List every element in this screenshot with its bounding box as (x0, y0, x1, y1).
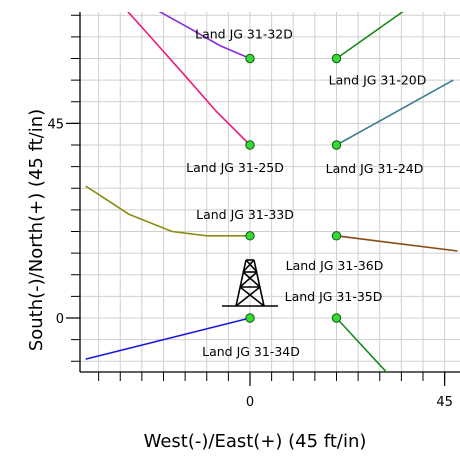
y-tick-label: 45 (47, 117, 64, 132)
well-label: Land JG 31-25D (186, 160, 284, 175)
x-tick-label: 45 (436, 395, 453, 410)
x-axis-title: West(-)/East(+) (45 ft/in) (144, 431, 367, 452)
x-tick-label: 0 (246, 395, 254, 410)
y-axis-title: South(-)/North(+) (45 ft/in) (26, 109, 47, 351)
well-label: Land JG 31-20D (329, 73, 427, 88)
rig-strut (245, 259, 258, 273)
well-trajectory (336, 79, 454, 146)
well-label: Land JG 31-33D (196, 207, 294, 222)
well-label: Land JG 31-35D (285, 289, 383, 304)
well-trajectory (335, 317, 388, 372)
well-labels: Land JG 31-32D Land JG 31-25D Land JG 31-3… (186, 27, 426, 360)
rig-strut (242, 259, 255, 273)
y-tick-label: 0 (56, 312, 64, 327)
well-surface-point (331, 231, 342, 241)
well-surface-point (331, 313, 342, 323)
well-trajectory (85, 185, 250, 237)
grid-lines (80, 12, 460, 372)
well-trajectory (85, 317, 251, 360)
rig-strut (239, 286, 265, 307)
well-label: Land JG 31-34D (202, 344, 300, 359)
well-trajectory (127, 12, 251, 146)
plot-frame (79, 12, 460, 373)
well-surface-point (245, 140, 255, 150)
well-surface-points (245, 53, 342, 323)
well-surface-point (245, 231, 255, 241)
rig-strut (242, 271, 261, 288)
well-label: Land JG 31-32D (195, 27, 293, 42)
axis-ticks: 0 45 0 45 (47, 14, 453, 410)
well-surface-point (245, 53, 255, 64)
well-trajectory (158, 12, 251, 60)
rig-strut (235, 259, 247, 307)
well-surface-point (331, 140, 342, 150)
drilling-rig-icon (222, 259, 278, 307)
rig-strut (239, 271, 258, 288)
well-surface-point (245, 313, 255, 323)
well-surface-point (331, 53, 342, 64)
well-trajectories (85, 12, 458, 372)
well-label: Land JG 31-36D (286, 258, 384, 273)
well-label: Land JG 31-24D (326, 161, 424, 176)
rig-strut (235, 286, 261, 307)
rig-strut (253, 259, 265, 307)
well-trajectory (336, 12, 404, 60)
well-trajectory (336, 235, 458, 252)
